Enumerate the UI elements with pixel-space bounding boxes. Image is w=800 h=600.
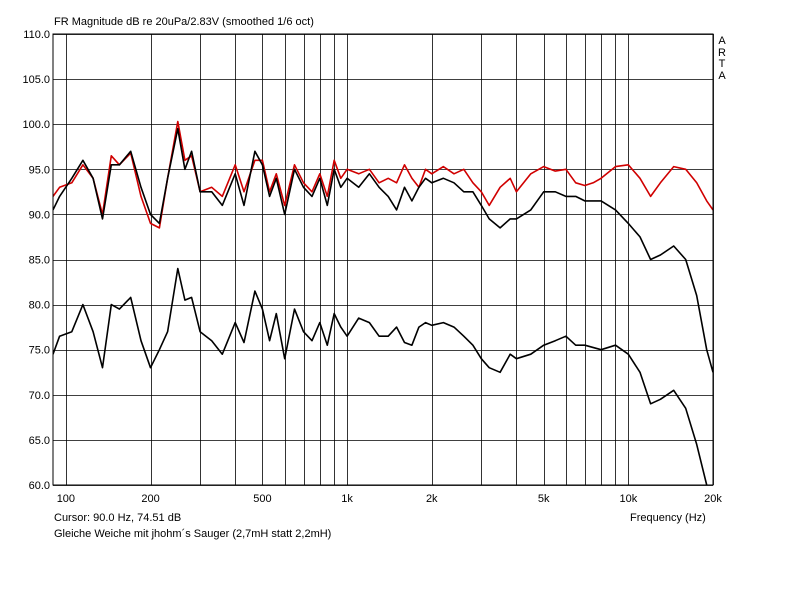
series-line-2 <box>53 127 713 373</box>
y-tick-label: 60.0 <box>29 480 50 492</box>
series-line-1 <box>53 120 713 229</box>
y-tick-label: 70.0 <box>29 390 50 402</box>
series-line-3 <box>53 267 708 485</box>
x-tick-label: 100 <box>57 493 75 505</box>
y-tick-label: 105.0 <box>22 74 50 86</box>
plot-frame <box>52 33 714 486</box>
y-tick-label: 90.0 <box>29 209 50 221</box>
x-tick-label: 1k <box>341 493 353 505</box>
y-tick-label: 95.0 <box>29 164 50 176</box>
x-tick-label: 200 <box>141 493 159 505</box>
y-tick-labels: 60.0 65.0 70.0 75.0 80.0 85.0 90.0 95.0 100.0 105… <box>22 29 50 492</box>
x-axis-label: Frequency (Hz) <box>630 512 706 524</box>
measurement-note: Gleiche Weiche mit jhohm´s Sauger (2,7mH… <box>54 528 332 540</box>
x-tick-label: 2k <box>426 493 438 505</box>
x-tick-label: 20k <box>704 493 722 505</box>
watermark-letter: A <box>718 69 726 82</box>
x-tick-label: 10k <box>619 493 637 505</box>
y-tick-label: 110.0 <box>23 29 50 41</box>
y-tick-label: 65.0 <box>29 435 50 447</box>
grid-lines <box>53 34 714 486</box>
x-tick-label: 500 <box>253 493 271 505</box>
y-tick-label: 75.0 <box>29 345 50 357</box>
chart-title: FR Magnitude dB re 20uPa/2.83V (smoothed… <box>54 16 314 28</box>
response-curves <box>53 120 713 485</box>
y-tick-label: 100.0 <box>22 119 50 131</box>
watermark-letter: A <box>718 35 726 47</box>
x-tick-label: 5k <box>538 493 550 505</box>
watermark-letter: T <box>718 58 726 70</box>
x-tick-labels: 100 200 500 1k 2k 5k 10k 20k <box>57 493 723 505</box>
y-tick-label: 80.0 <box>29 300 50 312</box>
cursor-readout: Cursor: 90.0 Hz, 74.51 dB <box>54 512 182 524</box>
watermark-letter: R <box>718 46 726 59</box>
y-tick-label: 85.0 <box>29 255 50 267</box>
